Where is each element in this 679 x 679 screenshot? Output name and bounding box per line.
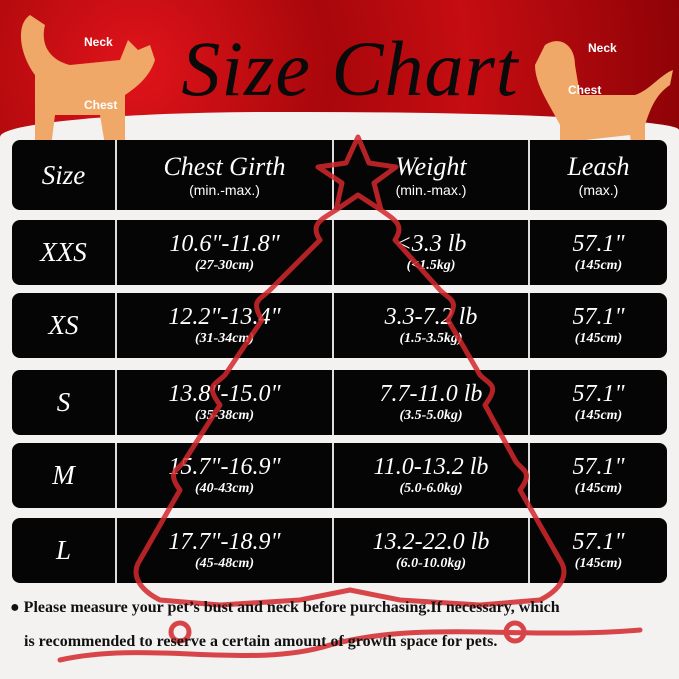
page-title: Size Chart bbox=[181, 25, 519, 112]
note-line-1: ● Please measure your pet’s bust and nec… bbox=[10, 599, 560, 616]
header-leash: Leash (max.) bbox=[530, 140, 667, 210]
column-divider bbox=[115, 140, 117, 210]
header-sublabel: (max.) bbox=[578, 182, 619, 198]
chest-inches: 10.6"-11.8" bbox=[169, 231, 280, 258]
weight-kg: (5.0-6.0kg) bbox=[399, 480, 463, 496]
weight-cell: 7.7-11.0 lb (3.5-5.0kg) bbox=[334, 370, 528, 435]
note-line-2: is recommended to reserve a certain amou… bbox=[24, 633, 498, 650]
leash-cell: 57.1" (145cm) bbox=[530, 370, 667, 435]
cat-illustration bbox=[20, 15, 156, 175]
leash-inches: 57.1" bbox=[572, 454, 625, 481]
leash-cm: (145cm) bbox=[574, 330, 623, 346]
chest-cm: (31-34cm) bbox=[194, 330, 255, 346]
leash-inches: 57.1" bbox=[572, 231, 625, 258]
chest-cell: 10.6"-11.8" (27-30cm) bbox=[117, 220, 332, 285]
leash-cell: 57.1" (145cm) bbox=[530, 443, 667, 508]
chest-cm: (40-43cm) bbox=[194, 480, 255, 496]
size-value: S bbox=[56, 387, 71, 417]
column-divider bbox=[115, 518, 117, 583]
size-cell: L bbox=[12, 518, 115, 583]
chest-cell: 12.2"-13.4" (31-34cm) bbox=[117, 293, 332, 358]
size-value: XS bbox=[48, 310, 79, 340]
column-divider bbox=[115, 370, 117, 435]
chest-cm: (27-30cm) bbox=[194, 257, 255, 273]
size-value: XXS bbox=[40, 237, 87, 267]
weight-cell: 11.0-13.2 lb (5.0-6.0kg) bbox=[334, 443, 528, 508]
leash-inches: 57.1" bbox=[572, 304, 625, 331]
chest-inches: 15.7"-16.9" bbox=[168, 454, 281, 481]
cat-chest-label: Chest bbox=[84, 98, 118, 112]
size-value: M bbox=[52, 460, 75, 490]
leash-cell: 57.1" (145cm) bbox=[530, 293, 667, 358]
header-weight: Weight (min.-max.) bbox=[334, 140, 528, 210]
chest-cm: (45-48cm) bbox=[194, 555, 255, 571]
table-row: L 17.7"-18.9" (45-48cm) 13.2-22.0 lb (6.0-… bbox=[12, 518, 667, 583]
chest-inches: 12.2"-13.4" bbox=[168, 304, 281, 331]
column-divider bbox=[528, 140, 530, 210]
dog-chest-label: Chest bbox=[568, 83, 602, 97]
weight-cell: 13.2-22.0 lb (6.0-10.0kg) bbox=[334, 518, 528, 583]
weight-cell: <3.3 lb (<1.5kg) bbox=[334, 220, 528, 285]
weight-lb: 11.0-13.2 lb bbox=[373, 454, 489, 481]
leash-cm: (145cm) bbox=[574, 480, 623, 496]
size-value: L bbox=[55, 535, 72, 565]
table-row: XS 12.2"-13.4" (31-34cm) 3.3-7.2 lb (1.5-3… bbox=[12, 293, 667, 358]
weight-kg: (1.5-3.5kg) bbox=[399, 330, 463, 346]
table-row: XXS 10.6"-11.8" (27-30cm) <3.3 lb (<1.5kg)… bbox=[12, 220, 667, 285]
chest-cell: 13.8"-15.0" (35-38cm) bbox=[117, 370, 332, 435]
chest-inches: 13.8"-15.0" bbox=[168, 381, 281, 408]
chest-cell: 17.7"-18.9" (45-48cm) bbox=[117, 518, 332, 583]
leash-cell: 57.1" (145cm) bbox=[530, 220, 667, 285]
column-divider bbox=[115, 293, 117, 358]
leash-inches: 57.1" bbox=[572, 381, 625, 408]
size-cell: M bbox=[12, 443, 115, 508]
header-label: Leash bbox=[567, 152, 630, 181]
header-sublabel: (min.-max.) bbox=[395, 182, 467, 198]
dog-neck-label: Neck bbox=[588, 41, 617, 55]
weight-lb: <3.3 lb bbox=[395, 231, 467, 258]
chest-cell: 15.7"-16.9" (40-43cm) bbox=[117, 443, 332, 508]
weight-lb: 13.2-22.0 lb bbox=[372, 529, 490, 556]
leash-cm: (145cm) bbox=[574, 407, 623, 423]
leash-cm: (145cm) bbox=[574, 555, 623, 571]
chest-cm: (35-38cm) bbox=[194, 407, 255, 423]
header-label: Weight bbox=[395, 152, 467, 181]
header-chest: Chest Girth (min.-max.) bbox=[117, 140, 332, 210]
weight-kg: (<1.5kg) bbox=[406, 257, 456, 273]
column-divider bbox=[115, 220, 117, 285]
chest-inches: 17.7"-18.9" bbox=[168, 529, 281, 556]
weight-kg: (6.0-10.0kg) bbox=[396, 555, 466, 571]
table-row: S 13.8"-15.0" (35-38cm) 7.7-11.0 lb (3.5-5… bbox=[12, 370, 667, 435]
cat-neck-label: Neck bbox=[84, 35, 113, 49]
table-header: Size Chest Girth (min.-max.) Weight (min.-… bbox=[12, 140, 667, 210]
leash-cm: (145cm) bbox=[574, 257, 623, 273]
weight-lb: 7.7-11.0 lb bbox=[379, 381, 483, 408]
size-cell: S bbox=[12, 370, 115, 435]
weight-kg: (3.5-5.0kg) bbox=[399, 407, 463, 423]
leash-cell: 57.1" (145cm) bbox=[530, 518, 667, 583]
header-size: Size bbox=[12, 140, 115, 210]
weight-cell: 3.3-7.2 lb (1.5-3.5kg) bbox=[334, 293, 528, 358]
header-label: Chest Girth bbox=[163, 152, 286, 181]
weight-lb: 3.3-7.2 lb bbox=[384, 304, 478, 331]
header-label: Size bbox=[41, 159, 86, 190]
table-row: M 15.7"-16.9" (40-43cm) 11.0-13.2 lb (5.0-… bbox=[12, 443, 667, 508]
size-cell: XS bbox=[12, 293, 115, 358]
leash-inches: 57.1" bbox=[572, 529, 625, 556]
column-divider bbox=[115, 443, 117, 508]
header-sublabel: (min.-max.) bbox=[189, 182, 260, 198]
size-cell: XXS bbox=[12, 220, 115, 285]
